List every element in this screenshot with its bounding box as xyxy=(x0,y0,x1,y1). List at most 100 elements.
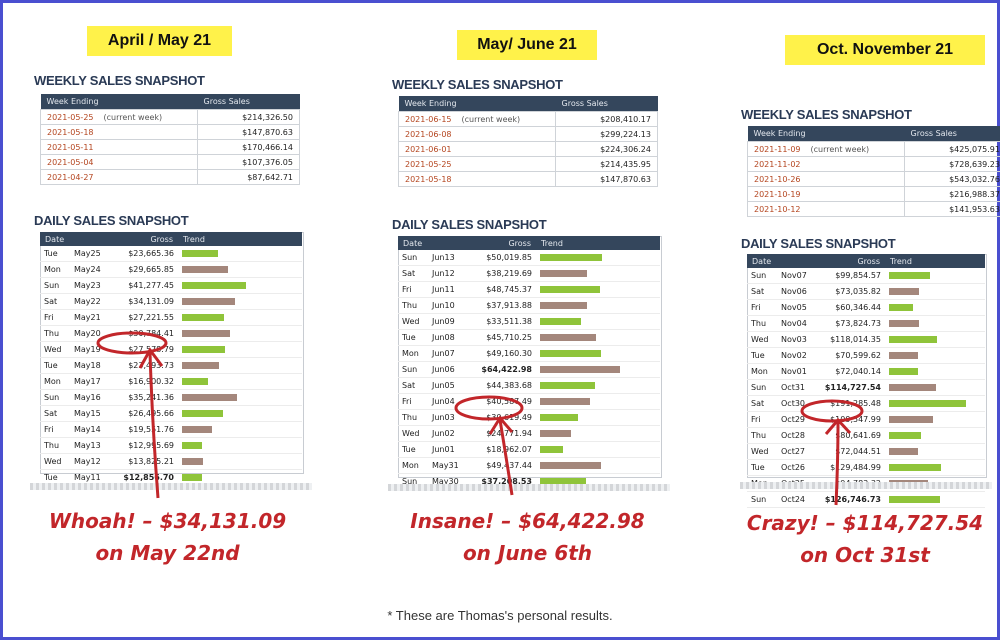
daily-trend-bar xyxy=(182,474,202,481)
daily-date: Jun11 xyxy=(428,281,470,298)
daily-gross: $129,484.99 xyxy=(819,459,885,476)
weekly-note: (current week) xyxy=(461,114,521,124)
daily-gross: $49,160.30 xyxy=(470,345,536,362)
daily-row: Fri May21 $27,221.55 xyxy=(40,309,302,326)
daily-row: Wed May12 $13,825.21 xyxy=(40,453,302,470)
daily-col-trend: Trend xyxy=(536,236,660,250)
daily-date: Nov06 xyxy=(777,283,819,300)
daily-gross: $72,040.14 xyxy=(819,363,885,380)
daily-gross: $99,854.57 xyxy=(819,268,885,284)
weekly-header-row: Week Ending Gross Sales xyxy=(398,96,658,112)
daily-gross: $114,727.54 xyxy=(819,379,885,396)
daily-date: May17 xyxy=(70,373,112,390)
daily-trend-cell xyxy=(536,361,660,378)
daily-col-trend: Trend xyxy=(178,232,302,246)
panel-2-weekly-title: WEEKLY SALES SNAPSHOT xyxy=(392,77,563,92)
daily-trend-cell xyxy=(885,315,985,332)
panel-2-annotation: Insane! – $64,422.98 on June 6th xyxy=(395,505,660,569)
panel-1-arrow xyxy=(148,351,160,499)
daily-row: Mon Jun07 $49,160.30 xyxy=(398,345,660,362)
daily-day: Fri xyxy=(398,393,428,410)
daily-header-row: Date Gross Trend xyxy=(398,236,660,250)
panel-1-weekly-table: Week Ending Gross Sales 2021-05-25 (current… xyxy=(40,94,300,185)
weekly-date-cell: 2021-05-18 xyxy=(398,171,556,187)
daily-day: Sun xyxy=(747,268,777,284)
panel-3-weekly-title: WEEKLY SALES SNAPSHOT xyxy=(741,107,912,122)
daily-gross: $23,665.36 xyxy=(112,246,178,262)
daily-date: May15 xyxy=(70,405,112,422)
daily-day: Tue xyxy=(40,357,70,374)
daily-trend-bar xyxy=(889,304,913,311)
panel-3-daily-table: Date Gross Trend Sun Nov07 $99,854.57 Sat Nov06… xyxy=(747,254,985,508)
panel-1-circle-highlight xyxy=(96,331,168,355)
panel-2-arrow-head xyxy=(488,415,514,435)
daily-trend-bar xyxy=(182,394,237,401)
weekly-col-week-ending: Week Ending xyxy=(40,94,198,110)
panel-2-daily-table: Date Gross Trend Sun Jun13 $50,019.85 Sat Jun12… xyxy=(398,236,660,490)
daily-trend-cell xyxy=(536,329,660,346)
daily-day: Fri xyxy=(398,281,428,298)
daily-trend-bar xyxy=(182,330,230,337)
weekly-date: 2021-11-09 xyxy=(754,144,801,154)
daily-day: Thu xyxy=(40,437,70,454)
daily-row: Thu May13 $12,995.69 xyxy=(40,437,302,454)
daily-trend-cell xyxy=(536,250,660,266)
weekly-header-row: Week Ending Gross Sales xyxy=(747,126,1000,142)
daily-gross: $18,962.07 xyxy=(470,441,536,458)
weekly-col-gross-sales: Gross Sales xyxy=(904,126,1000,142)
daily-date: May22 xyxy=(70,293,112,310)
daily-trend-cell xyxy=(536,265,660,282)
daily-gross: $73,035.82 xyxy=(819,283,885,300)
weekly-date: 2021-04-27 xyxy=(47,172,94,182)
weekly-date-cell: 2021-06-15 (current week) xyxy=(398,111,556,127)
panel-2-annotation-line-1: Insane! – $64,422.98 xyxy=(410,509,645,533)
daily-day: Sat xyxy=(398,265,428,282)
panel-3-arrow-head xyxy=(824,417,852,435)
daily-trend-bar xyxy=(182,458,203,465)
weekly-date: 2021-05-25 xyxy=(405,159,452,169)
weekly-date: 2021-06-01 xyxy=(405,144,452,154)
daily-row: Fri May14 $19,551.76 xyxy=(40,421,302,438)
daily-day: Sun xyxy=(398,250,428,266)
daily-date: Nov07 xyxy=(777,268,819,284)
daily-day: Sun xyxy=(747,491,777,508)
daily-trend-cell xyxy=(178,277,302,294)
daily-day: Wed xyxy=(398,425,428,442)
daily-trend-bar xyxy=(889,416,933,423)
daily-trend-cell xyxy=(885,491,985,508)
daily-trend-cell xyxy=(885,331,985,348)
daily-row: Sun Jun06 $64,422.98 xyxy=(398,361,660,378)
daily-row: Tue Nov02 $70,599.62 xyxy=(747,347,985,364)
daily-trend-cell xyxy=(178,293,302,310)
daily-trend-bar xyxy=(889,320,919,327)
daily-col-trend: Trend xyxy=(885,254,985,268)
daily-trend-bar xyxy=(889,272,930,279)
daily-trend-bar xyxy=(540,302,587,309)
weekly-date: 2021-11-02 xyxy=(754,159,801,169)
panel-1-heading: April / May 21 xyxy=(87,26,232,56)
weekly-row: 2021-04-27 $87,642.71 xyxy=(40,169,300,185)
panel-3-weekly-table: Week Ending Gross Sales 2021-11-09 (current… xyxy=(747,126,1000,217)
daily-trend-cell xyxy=(536,441,660,458)
daily-date: May21 xyxy=(70,309,112,326)
daily-trend-bar xyxy=(889,336,937,343)
daily-day: Thu xyxy=(398,409,428,426)
daily-trend-bar xyxy=(182,298,235,305)
panel-2-arrow xyxy=(498,419,514,496)
daily-day: Tue xyxy=(747,347,777,364)
weekly-date: 2021-10-12 xyxy=(754,204,801,214)
daily-row: Tue Jun01 $18,962.07 xyxy=(398,441,660,458)
daily-trend-bar xyxy=(889,400,966,407)
daily-day: Thu xyxy=(398,297,428,314)
daily-day: Mon xyxy=(398,345,428,362)
daily-row: Mon May17 $16,900.32 xyxy=(40,373,302,390)
daily-trend-bar xyxy=(182,426,212,433)
panel-3-circle-highlight xyxy=(800,399,864,423)
daily-trend-bar xyxy=(889,432,921,439)
daily-row: Thu Oct28 $80,641.69 xyxy=(747,427,985,444)
daily-trend-bar xyxy=(182,346,225,353)
weekly-value: $87,642.71 xyxy=(197,169,300,185)
weekly-date: 2021-05-04 xyxy=(47,157,94,167)
daily-trend-bar xyxy=(540,254,602,261)
